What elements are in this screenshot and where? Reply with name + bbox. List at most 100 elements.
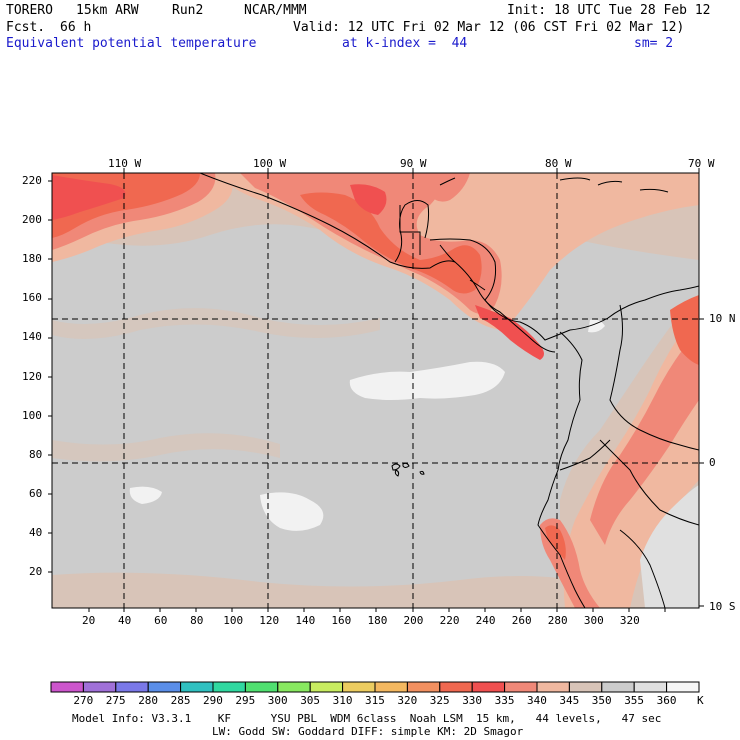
field-band-sw — [52, 433, 280, 462]
y-tick-label: 220 — [22, 174, 42, 187]
colorbar-label: 340 — [527, 694, 547, 707]
model-name: TORERO — [6, 3, 53, 18]
org-label: NCAR/MMM — [244, 3, 307, 18]
graticule — [52, 173, 699, 608]
colorbar-label: 335 — [494, 694, 515, 707]
model-info-line2: LW: Godd SW: Goddard DIFF: simple KM: 2D… — [212, 725, 524, 738]
colorbar-label: 270 — [73, 694, 94, 707]
colorbar-label: 300 — [267, 694, 288, 707]
colorbar-swatch — [406, 681, 441, 693]
field-mexico-hot — [350, 184, 387, 215]
field-name: Equivalent potential temperature — [6, 36, 257, 51]
level-label: at k-index = 44 — [342, 36, 468, 51]
x-tick-label: 300 — [583, 614, 604, 627]
field-peru-hot — [545, 525, 566, 560]
init-time: Init: 18 UTC Tue 28 Feb 12 — [507, 3, 711, 18]
field-white-patch-2 — [260, 492, 324, 531]
x-tick-label: 280 — [547, 614, 568, 627]
colorbar-label: 345 — [559, 694, 580, 707]
colorbar-swatch — [504, 681, 538, 693]
colorbar-label: 275 — [105, 694, 126, 707]
y-tick-label: 80 — [29, 447, 43, 461]
x-tick-label: 60 — [154, 614, 168, 627]
x-tick-label: 120 — [259, 614, 280, 627]
field-band-mid — [52, 308, 380, 339]
colorbar-label: 360 — [656, 694, 677, 707]
colorbar-swatch — [471, 681, 506, 693]
y-tick-label: 60 — [29, 486, 43, 500]
model-resolution: 15km ARW — [76, 3, 139, 18]
x-tick-label: 140 — [295, 614, 316, 627]
lat-label-10n: 10 N — [709, 312, 736, 325]
x-tick-label: 20 — [82, 614, 96, 627]
field-white-patch-1 — [349, 361, 505, 400]
coastline-yucatan — [394, 200, 430, 263]
colorbar-unit: K — [697, 694, 704, 707]
colorbar-label: 310 — [332, 694, 353, 707]
galapagos-islands — [391, 462, 425, 477]
x-tick-label: 80 — [190, 614, 204, 627]
x-tick-label: 320 — [619, 614, 640, 627]
y-tick-label: 140 — [22, 330, 42, 344]
coastline-caribbean — [429, 238, 571, 341]
model-info-line1: Model Info: V3.3.1 KF YSU PBL WDM 6class… — [72, 712, 662, 725]
lon-label-110w: 110 W — [108, 157, 142, 170]
forecast-label: Fcst. — [6, 20, 46, 35]
field-yucatan-peach — [425, 173, 470, 202]
colorbar-label: 325 — [429, 694, 450, 707]
field-white-patch-4 — [588, 319, 605, 333]
field-band-south — [52, 572, 699, 608]
border-country-1 — [609, 304, 699, 451]
colorbar-swatch — [82, 681, 117, 693]
colorbar-label: 315 — [365, 694, 385, 707]
forecast-hours: 66 h — [60, 20, 92, 35]
colorbar-swatch — [342, 681, 376, 693]
axis-ticks — [48, 168, 704, 612]
field-nw-core — [52, 175, 126, 220]
border-country-4 — [559, 439, 611, 471]
y-tick-label: 40 — [29, 525, 43, 539]
border-central-america — [399, 205, 486, 291]
valid-time: Valid: 12 UTC Fri 02 Mar 12 (06 CST Fri … — [293, 20, 685, 35]
x-tick-label: 200 — [403, 614, 424, 627]
y-tick-label: 180 — [22, 252, 42, 266]
colorbar-label: 295 — [235, 694, 256, 707]
colorbar-swatch — [601, 681, 635, 693]
antilles-islands — [439, 177, 669, 193]
colorbar-swatch — [244, 681, 279, 693]
x-tick-label: 100 — [223, 614, 244, 627]
lon-label-90w: 90 W — [400, 157, 427, 170]
x-tick-label: 220 — [439, 614, 460, 627]
x-tick-label: 260 — [511, 614, 532, 627]
colorbar-swatch — [309, 681, 344, 693]
run-label: Run2 — [172, 3, 204, 18]
colorbar-label: 355 — [624, 694, 645, 707]
y-tick-label: 200 — [22, 213, 42, 227]
border-country-2 — [599, 439, 699, 526]
lon-label-80w: 80 W — [545, 157, 572, 170]
colorbar-swatch — [568, 681, 603, 693]
y-tick-label: 20 — [29, 565, 43, 578]
colorbar-label: 285 — [170, 694, 191, 707]
colorbar-label: 330 — [462, 694, 483, 707]
colorbar-swatch — [666, 681, 700, 693]
colorbar-label: 290 — [203, 694, 223, 707]
lon-label-100w: 100 W — [253, 157, 287, 170]
y-tick-label: 160 — [22, 291, 42, 305]
border-country-3 — [619, 529, 666, 608]
lon-label-70w: 70 W — [688, 157, 715, 170]
field-white-patch-3 — [129, 486, 162, 504]
colorbar-swatch — [147, 681, 182, 693]
x-tick-label: 180 — [367, 614, 388, 627]
colorbar-swatch — [536, 681, 570, 693]
x-tick-label: 240 — [475, 614, 496, 627]
x-tick-label: 40 — [118, 614, 132, 627]
colorbar-swatch — [439, 681, 473, 693]
lat-label-10s: 10 S — [709, 600, 736, 613]
coastline-mexico — [199, 173, 556, 353]
coastline-south-america-west — [537, 331, 586, 608]
field-andes-salmon — [590, 335, 699, 545]
field-camerica-hot — [300, 192, 482, 294]
coastline-south-america-north — [569, 285, 699, 331]
